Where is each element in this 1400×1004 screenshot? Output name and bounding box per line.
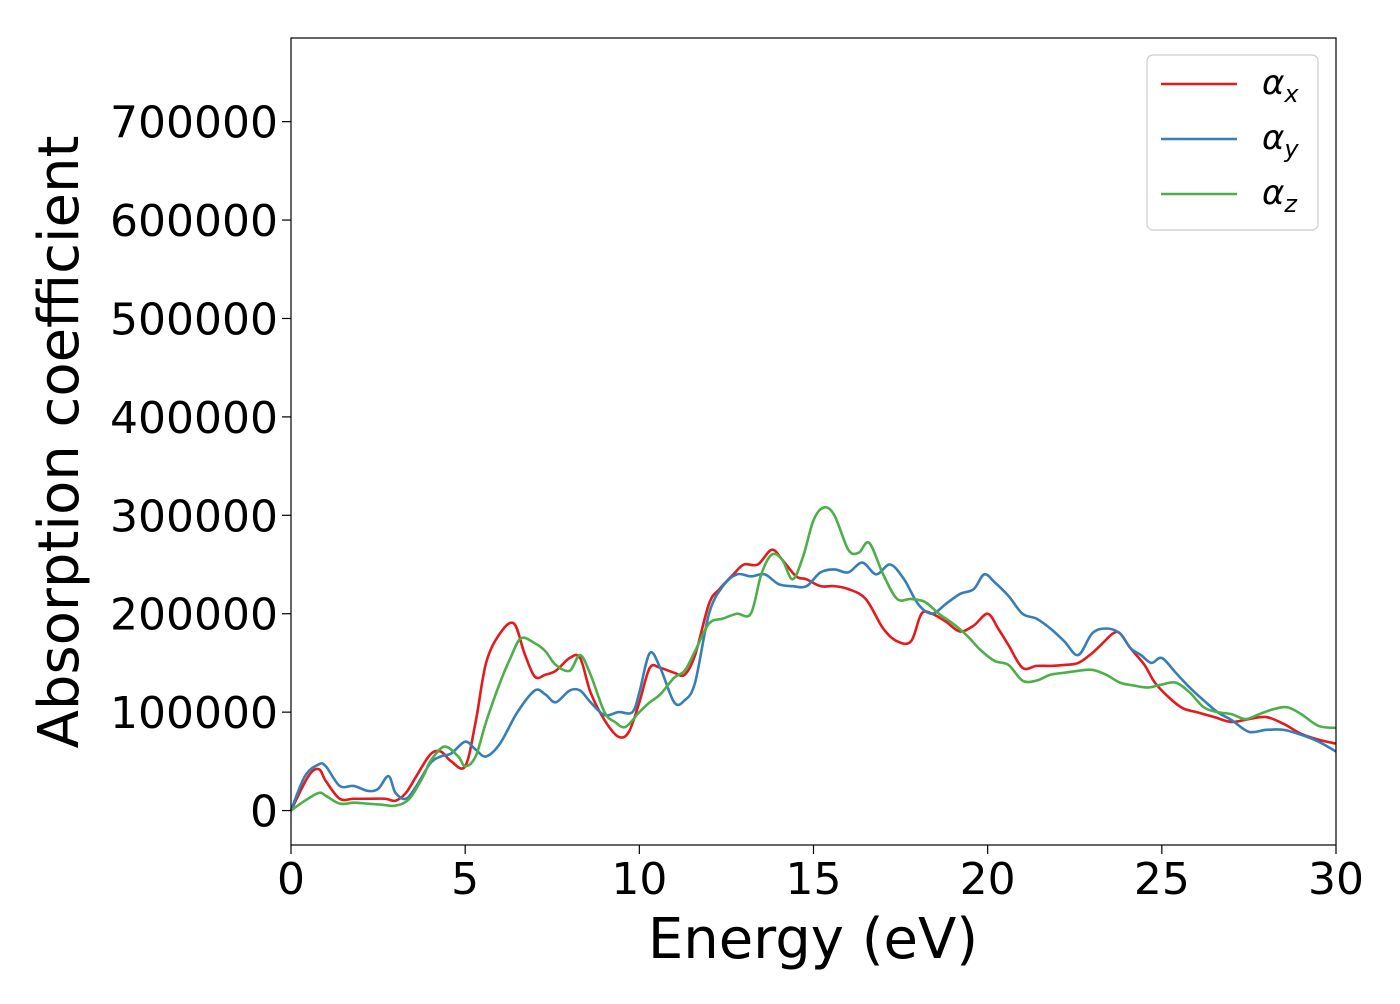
x-tick-label: 20 — [960, 854, 1016, 905]
x-tick-label: 5 — [451, 854, 479, 905]
y-tick-label: 600000 — [110, 196, 278, 247]
x-tick-label: 15 — [786, 854, 842, 905]
legend-label-base: α — [1262, 118, 1284, 158]
x-axis-label: Energy (eV) — [648, 907, 978, 972]
legend-label-x: αx — [1262, 63, 1299, 108]
legend-label-z: αz — [1262, 173, 1298, 218]
x-tick-label: 10 — [611, 854, 667, 905]
legend-label-base: α — [1262, 173, 1284, 213]
y-axis-label: Absorption coefficient — [27, 136, 92, 749]
y-axis: 0 100000 200000 300000 400000 500000 600000 700… — [110, 98, 291, 838]
y-tick-label: 300000 — [110, 491, 278, 542]
x-tick-label: 25 — [1134, 854, 1190, 905]
legend-label-subscript: z — [1283, 190, 1298, 218]
y-tick-label: 500000 — [110, 294, 278, 345]
legend-box — [1146, 54, 1319, 231]
y-tick-label: 100000 — [110, 688, 278, 739]
x-tick-label: 0 — [277, 854, 305, 905]
y-tick-label: 0 — [250, 787, 278, 838]
y-tick-label: 200000 — [110, 590, 278, 641]
x-axis: 0 5 10 15 20 25 30 — [277, 845, 1364, 905]
series-line-y — [289, 561, 1337, 812]
y-tick-label: 400000 — [110, 393, 278, 444]
legend-label-subscript: y — [1283, 135, 1299, 163]
legend-label-y: αy — [1262, 118, 1299, 163]
legend-label-subscript: x — [1283, 80, 1299, 108]
series-line-z — [290, 505, 1337, 812]
legend-label-base: α — [1262, 63, 1284, 103]
y-tick-label: 700000 — [110, 98, 278, 149]
series-layer — [289, 505, 1337, 812]
x-tick-label: 30 — [1308, 854, 1364, 905]
